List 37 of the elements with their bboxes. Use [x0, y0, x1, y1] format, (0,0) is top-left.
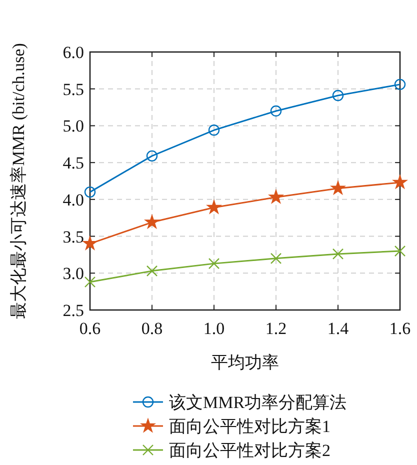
x-tick-label: 1.4 — [327, 319, 350, 338]
point — [84, 186, 96, 198]
point — [332, 90, 344, 102]
y-tick-label: 5.5 — [62, 80, 84, 99]
point — [394, 78, 406, 90]
y-tick-label: 3.0 — [62, 264, 84, 284]
point — [208, 124, 220, 136]
point — [83, 236, 97, 250]
legend-label: 面向公平性对比方案2 — [169, 441, 330, 460]
point — [208, 258, 220, 270]
x-axis-title: 平均功率 — [211, 353, 279, 372]
x-tick-label: 0.6 — [79, 319, 101, 338]
y-tick-label: 4.5 — [62, 154, 84, 173]
point — [394, 245, 406, 257]
point — [331, 181, 345, 194]
x-tick-label: 1.6 — [389, 319, 411, 338]
x-tick-label: 1.2 — [265, 319, 287, 338]
legend-label: 该文MMR功率分配算法 — [169, 393, 347, 412]
y-tick-label: 5.0 — [62, 116, 84, 136]
x-tick-label: 1.0 — [203, 319, 225, 338]
point — [270, 252, 282, 264]
point — [84, 276, 96, 288]
point — [146, 150, 158, 162]
x-tick-label: 0.8 — [141, 319, 163, 338]
point — [332, 248, 344, 260]
y-tick-label: 4.0 — [62, 190, 84, 210]
point — [270, 105, 282, 117]
y-axis-title: 最大化最小可达速率MMR (bit/ch.use) — [9, 43, 28, 319]
y-tick-label: 6.0 — [62, 43, 84, 62]
point — [269, 190, 283, 204]
y-tick-label: 2.5 — [62, 301, 84, 320]
legend-label: 面向公平性对比方案1 — [169, 417, 330, 436]
y-tick-label: 3.5 — [62, 227, 84, 246]
point — [145, 215, 159, 228]
point — [207, 200, 221, 214]
point — [146, 265, 158, 277]
point — [393, 175, 407, 188]
